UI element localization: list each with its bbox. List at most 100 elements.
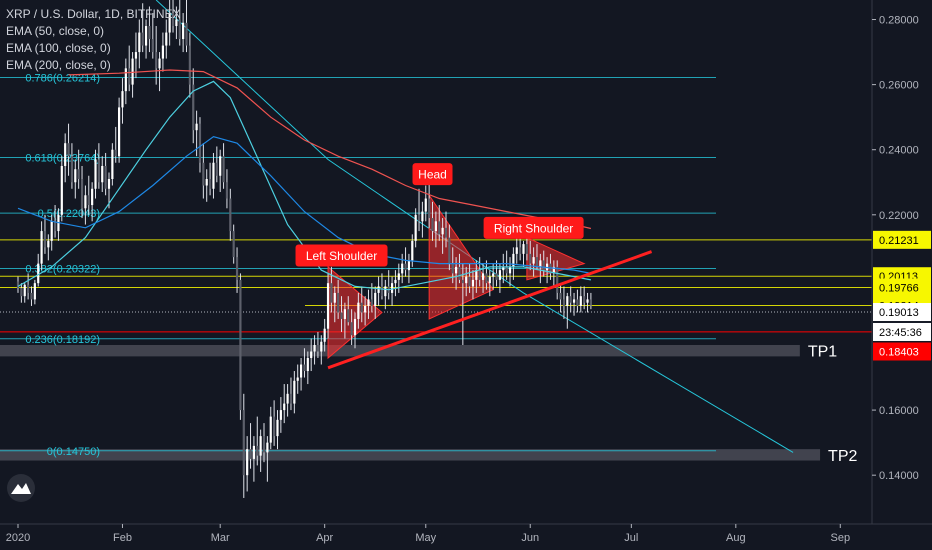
candle-body xyxy=(320,341,323,352)
candle-body xyxy=(586,299,589,303)
target-zone-2 xyxy=(0,449,821,461)
candle-body xyxy=(313,344,316,352)
candle-body xyxy=(121,91,124,108)
neckline-line xyxy=(327,250,653,370)
candle-body xyxy=(242,410,245,476)
candle-body xyxy=(421,211,424,222)
candle-body xyxy=(50,221,53,241)
candle-body xyxy=(461,279,464,284)
candle-body xyxy=(552,266,555,274)
pattern-label-box-1 xyxy=(412,163,453,186)
pattern-label-2: Right Shoulder xyxy=(494,221,573,235)
x-tick-label-2: Mar xyxy=(211,532,230,544)
x-tick-label-4: May xyxy=(415,532,436,544)
x-tick-label-0: 2020 xyxy=(6,532,30,544)
fib-label-1: 0.618(0.23764) xyxy=(25,153,100,165)
candle-body xyxy=(219,156,222,176)
candle-body xyxy=(485,273,488,284)
candle-body xyxy=(542,260,545,271)
candle-body xyxy=(114,149,117,157)
candle-body xyxy=(522,244,525,254)
legend-symbol[interactable]: XRP / U.S. Dollar, 1D, BITFINEX xyxy=(6,7,181,21)
candle-body xyxy=(360,302,363,313)
candle-body xyxy=(569,296,572,303)
target-label-1: TP1 xyxy=(808,344,837,361)
candle-body xyxy=(198,123,202,163)
candle-body xyxy=(40,231,43,264)
candle-body xyxy=(566,296,569,306)
candle-body xyxy=(444,227,448,238)
candle-body xyxy=(20,288,23,297)
candle-body xyxy=(556,266,559,293)
candle-body xyxy=(269,416,272,443)
candle-body xyxy=(47,240,50,248)
candle-body xyxy=(279,410,282,420)
candle-body xyxy=(64,143,67,166)
candle-body xyxy=(353,318,357,336)
pattern-label-1: Head xyxy=(418,168,447,182)
candle-body xyxy=(266,442,269,453)
candle-body xyxy=(158,58,161,69)
candle-body xyxy=(144,26,148,46)
legend-ema200[interactable]: EMA (200, close, 0) xyxy=(6,58,111,72)
ema-200-line xyxy=(68,69,592,230)
candle-body xyxy=(185,22,188,46)
candle-body xyxy=(138,32,141,53)
x-axis-ticks: 2020 Feb Mar Apr May Jun Jul Aug Sep xyxy=(6,524,850,544)
candle-body xyxy=(411,240,414,261)
ema-lines xyxy=(17,69,592,291)
candle-body xyxy=(438,221,441,235)
tradingview-logo[interactable] xyxy=(7,474,35,502)
candle-body xyxy=(326,283,330,329)
candle-body xyxy=(481,273,485,280)
candle-body xyxy=(107,179,111,189)
candle-body xyxy=(316,344,320,352)
candle-body xyxy=(23,284,26,297)
candle-body xyxy=(232,231,235,258)
candle-body xyxy=(259,436,262,456)
candle-body xyxy=(532,257,535,264)
candle-body xyxy=(390,283,394,293)
candle-body xyxy=(296,377,299,381)
candle-body xyxy=(124,68,127,92)
candle-body xyxy=(175,19,178,27)
x-tick-label-3: Apr xyxy=(316,532,333,544)
candle-body xyxy=(465,276,468,284)
candle-body xyxy=(165,32,168,46)
fib-label-2: 0.5(0.22043) xyxy=(38,208,100,220)
candle-body xyxy=(579,296,582,306)
candle-body xyxy=(535,257,539,267)
candle-body xyxy=(43,231,47,248)
candle-body xyxy=(471,279,475,287)
candle-body xyxy=(303,364,306,372)
legend-ema50[interactable]: EMA (50, close, 0) xyxy=(6,24,105,38)
price-tag-5: 23:45:36 xyxy=(879,327,922,339)
candle-body xyxy=(441,227,444,235)
candle-body xyxy=(417,214,421,222)
candle-body xyxy=(401,263,404,274)
candle-body xyxy=(350,322,353,336)
candle-body xyxy=(286,393,289,404)
candle-body xyxy=(448,237,451,264)
candle-body xyxy=(67,143,70,157)
candle-body xyxy=(468,276,471,287)
y-tick-label-4: 0.16000 xyxy=(879,405,919,417)
y-tick-label-5: 0.14000 xyxy=(879,470,919,482)
candle-body xyxy=(188,45,191,85)
pattern-label-box-0 xyxy=(295,244,388,267)
candle-body xyxy=(512,253,515,267)
candle-body xyxy=(340,312,343,319)
candle-body xyxy=(74,169,77,183)
candle-body xyxy=(215,162,218,176)
candle-body xyxy=(367,299,370,306)
candle-body xyxy=(33,283,36,300)
legend-ema100[interactable]: EMA (100, close, 0) xyxy=(6,41,111,55)
candle-body xyxy=(293,380,296,404)
candle-body xyxy=(330,283,333,303)
candle-body xyxy=(118,107,121,157)
candle-body xyxy=(229,198,232,232)
price-tag-bg-5 xyxy=(873,322,931,341)
candle-body xyxy=(559,292,562,300)
candle-body xyxy=(519,247,522,254)
